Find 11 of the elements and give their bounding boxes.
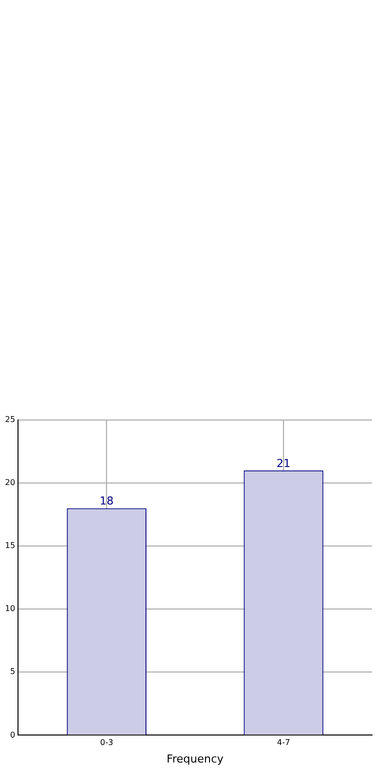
x-tick-label: 0-3 bbox=[100, 738, 114, 748]
y-tick-label: 0 bbox=[10, 730, 16, 740]
y-tick-label: 10 bbox=[4, 604, 16, 614]
data-label: 21 bbox=[276, 456, 291, 470]
y-tick-label: 5 bbox=[10, 667, 16, 676]
y-tick-label: 25 bbox=[4, 415, 16, 424]
y-tick-label: 15 bbox=[4, 541, 16, 550]
data-label: 18 bbox=[100, 494, 114, 508]
x-axis-title: Frequency bbox=[166, 752, 224, 766]
x-tick-label: 4-7 bbox=[277, 738, 290, 748]
y-tick-label: 20 bbox=[4, 478, 16, 488]
